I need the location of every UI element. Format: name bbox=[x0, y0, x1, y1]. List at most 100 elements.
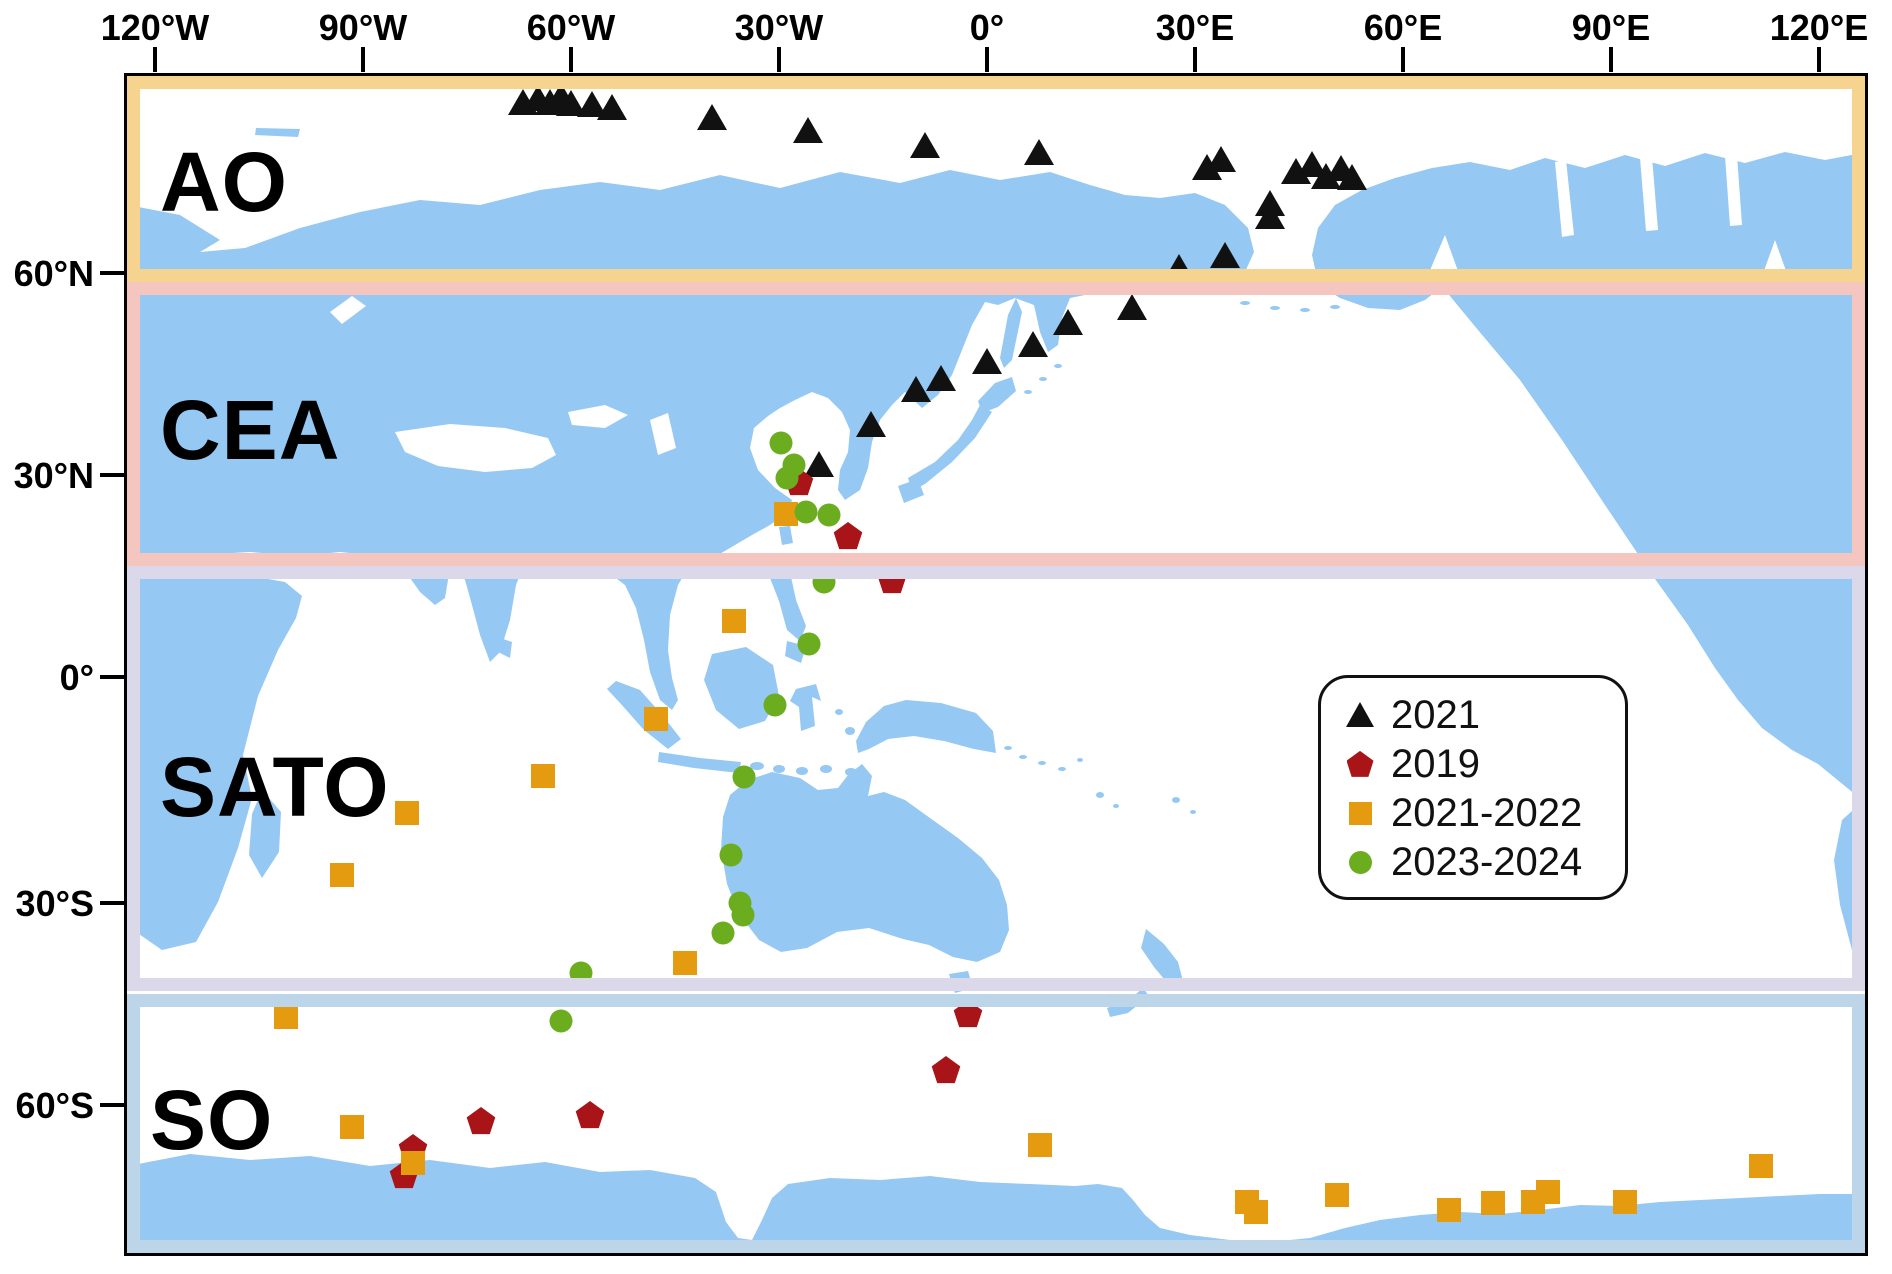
marker-2021-2022-square bbox=[401, 1151, 425, 1175]
marker-2021-2022-square bbox=[722, 609, 746, 633]
small-island bbox=[859, 743, 867, 749]
marker-2019-pentagon bbox=[931, 1056, 961, 1084]
marker-2021-triangle bbox=[910, 132, 940, 158]
legend-label: 2021 bbox=[1391, 692, 1480, 737]
marker-2021-triangle bbox=[1311, 163, 1341, 189]
small-island bbox=[1019, 755, 1027, 759]
region-box-SO bbox=[127, 994, 1865, 1253]
landmass bbox=[128, 1154, 1862, 1251]
pentagon-icon bbox=[1343, 750, 1377, 777]
marker-2021-2022-square bbox=[774, 502, 798, 526]
x-tick-label: 120°W bbox=[101, 7, 209, 48]
marker-2021-triangle bbox=[901, 376, 931, 402]
marker-2021-2022-square bbox=[1613, 1190, 1637, 1214]
region-box-CEA bbox=[127, 282, 1865, 566]
small-island bbox=[1190, 810, 1196, 814]
marker-2021-triangle bbox=[1024, 139, 1054, 165]
small-island bbox=[1038, 761, 1046, 765]
square-icon bbox=[1343, 801, 1377, 825]
marker-2021-triangle bbox=[1297, 151, 1327, 177]
marker-2021-2022-square bbox=[1244, 1200, 1268, 1224]
landmass bbox=[770, 564, 806, 641]
marker-2021-triangle bbox=[1206, 146, 1236, 172]
small-island bbox=[845, 768, 857, 776]
marker-2023-2024-circle bbox=[711, 921, 735, 945]
legend-item-2021: 2021 bbox=[1343, 690, 1607, 739]
region-label-AO: AO bbox=[160, 135, 288, 229]
marker-2023-2024-circle bbox=[549, 1009, 573, 1033]
marker-2023-2024-circle bbox=[731, 903, 755, 927]
landmass bbox=[704, 647, 779, 729]
marker-2021-2022-square bbox=[1481, 1191, 1505, 1215]
landmass bbox=[721, 764, 1009, 962]
y-tick-label: 60°N bbox=[14, 253, 94, 294]
marker-2023-2024-circle bbox=[769, 431, 793, 455]
marker-2021-2022-square bbox=[1536, 1180, 1560, 1204]
sea-inlet bbox=[1640, 157, 1658, 231]
y-tick-label: 30°S bbox=[16, 883, 94, 924]
region-borders bbox=[127, 76, 1865, 1253]
small-island bbox=[1024, 390, 1032, 394]
landmass bbox=[790, 684, 821, 731]
marker-2021-2022-square bbox=[274, 1005, 298, 1029]
marker-2021-2022-square bbox=[531, 764, 555, 788]
x-tick-label: 60°E bbox=[1364, 7, 1442, 48]
square-glyph bbox=[1348, 801, 1372, 825]
marker-2023-2024-circle bbox=[719, 843, 743, 867]
small-island bbox=[1330, 305, 1340, 309]
marker-2021-triangle bbox=[856, 411, 886, 437]
small-island bbox=[1039, 377, 1047, 381]
marker-2019-pentagon bbox=[833, 522, 863, 550]
marker-2021-triangle bbox=[804, 451, 834, 477]
x-tick-label: 60°W bbox=[527, 7, 615, 48]
marker-2021-2022-square bbox=[1028, 1133, 1052, 1157]
y-tick-label: 0° bbox=[60, 657, 94, 698]
small-island bbox=[1077, 758, 1083, 762]
marker-2021-triangle bbox=[1281, 158, 1311, 184]
small-island bbox=[845, 727, 855, 735]
marker-2021-triangle bbox=[577, 91, 607, 117]
marker-2023-2024-circle bbox=[732, 765, 756, 789]
marker-2023-2024-circle bbox=[817, 503, 841, 527]
region-box-AO bbox=[127, 76, 1865, 282]
landmass bbox=[498, 638, 512, 658]
y-tick-label: 60°S bbox=[16, 1085, 94, 1126]
landmass bbox=[658, 752, 741, 773]
landmass bbox=[1000, 298, 1022, 368]
marker-2021-triangle bbox=[926, 365, 956, 391]
small-island bbox=[1054, 364, 1062, 368]
pentagon-glyph bbox=[1346, 750, 1374, 777]
small-island bbox=[1240, 301, 1250, 305]
landmass bbox=[128, 574, 302, 950]
landmass bbox=[856, 700, 996, 753]
marker-2023-2024-circle bbox=[763, 693, 787, 717]
legend-label: 2021-2022 bbox=[1391, 791, 1583, 836]
marker-2023-2024-circle bbox=[794, 500, 818, 524]
marker-2021-triangle bbox=[1018, 331, 1048, 357]
sea-inlet bbox=[395, 424, 556, 472]
marker-2021-triangle bbox=[972, 348, 1002, 374]
small-island bbox=[773, 765, 785, 773]
landmass bbox=[978, 377, 1016, 413]
marker-2023-2024-circle bbox=[797, 632, 821, 656]
legend-item-2019: 2019 bbox=[1343, 739, 1607, 788]
small-island bbox=[796, 767, 808, 775]
x-tick-label: 30°E bbox=[1156, 7, 1234, 48]
sea-inlet bbox=[1555, 160, 1574, 237]
circle-glyph bbox=[1348, 850, 1372, 874]
marker-2021-2022-square bbox=[395, 801, 419, 825]
marker-2021-triangle bbox=[1255, 203, 1285, 229]
region-label-CEA: CEA bbox=[160, 383, 341, 477]
x-tick-label: 0° bbox=[970, 7, 1004, 48]
landmass bbox=[908, 405, 992, 491]
circle-icon bbox=[1343, 850, 1377, 874]
legend: 2021 2019 2021-2022 2023-2024 bbox=[1318, 675, 1628, 900]
marker-2021-2022-square bbox=[644, 707, 668, 731]
marker-2021-2022-square bbox=[1437, 1198, 1461, 1222]
marker-2021-triangle bbox=[697, 104, 727, 130]
small-island bbox=[1004, 746, 1012, 750]
sea-inlet bbox=[1725, 155, 1742, 226]
marker-2021-2022-square bbox=[1325, 1183, 1349, 1207]
